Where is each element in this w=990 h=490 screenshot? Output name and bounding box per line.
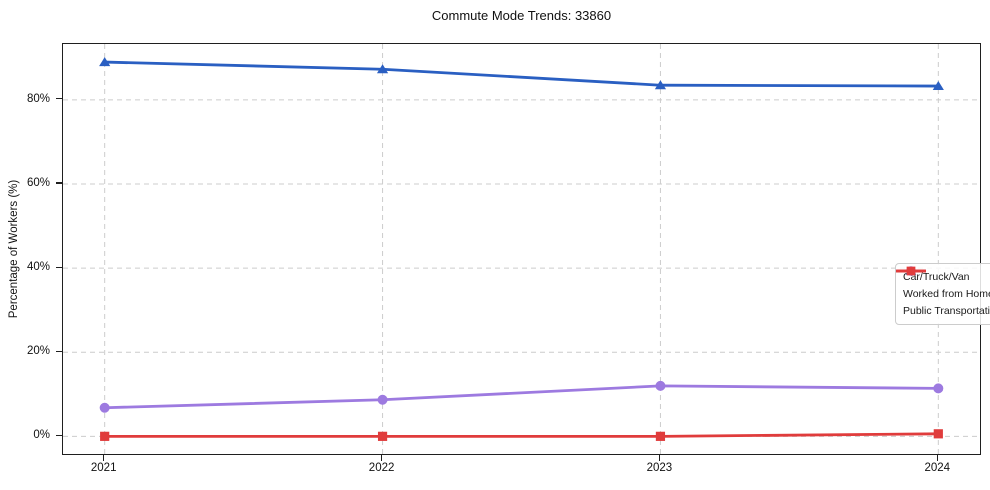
y-tick-label: 20%: [26, 345, 50, 358]
x-tick-mark: [103, 455, 105, 461]
legend-item-label: Public Transportation: [903, 305, 990, 317]
chart-canvas: [63, 44, 980, 454]
legend-item: Public Transportation: [896, 266, 990, 318]
legend-square-marker: [896, 266, 926, 276]
x-tick-mark: [936, 455, 938, 461]
x-tick-mark: [658, 455, 660, 461]
x-tick-label: 2023: [646, 462, 673, 474]
x-tick-label: 2022: [368, 462, 395, 474]
plot-area: Car/Truck/Van Worked from Home Public Tran…: [62, 43, 990, 455]
y-tick-mark: [56, 434, 62, 436]
x-tick-label: 2021: [90, 462, 117, 474]
y-tick-mark: [56, 266, 62, 268]
y-tick-label: 80%: [26, 92, 50, 105]
legend-item: Worked from Home: [896, 266, 990, 301]
y-tick-label: 60%: [26, 177, 50, 189]
y-tick-mark: [56, 350, 62, 352]
y-axis-label: Percentage of Workers (%): [8, 179, 20, 319]
chart-title: Commute Mode Trends: 33860: [431, 8, 612, 23]
legend-item-label: Worked from Home: [903, 288, 990, 300]
x-tick-mark: [381, 455, 383, 461]
y-tick-mark: [56, 98, 62, 100]
legend-item-label: Car/Truck/Van: [903, 271, 970, 283]
y-tick-mark: [56, 182, 62, 184]
y-tick-label: 40%: [26, 261, 50, 274]
y-tick-label: 0%: [33, 429, 50, 442]
legend: Car/Truck/Van Worked from Home Public Tran…: [895, 263, 990, 325]
x-tick-label: 2024: [924, 462, 951, 474]
